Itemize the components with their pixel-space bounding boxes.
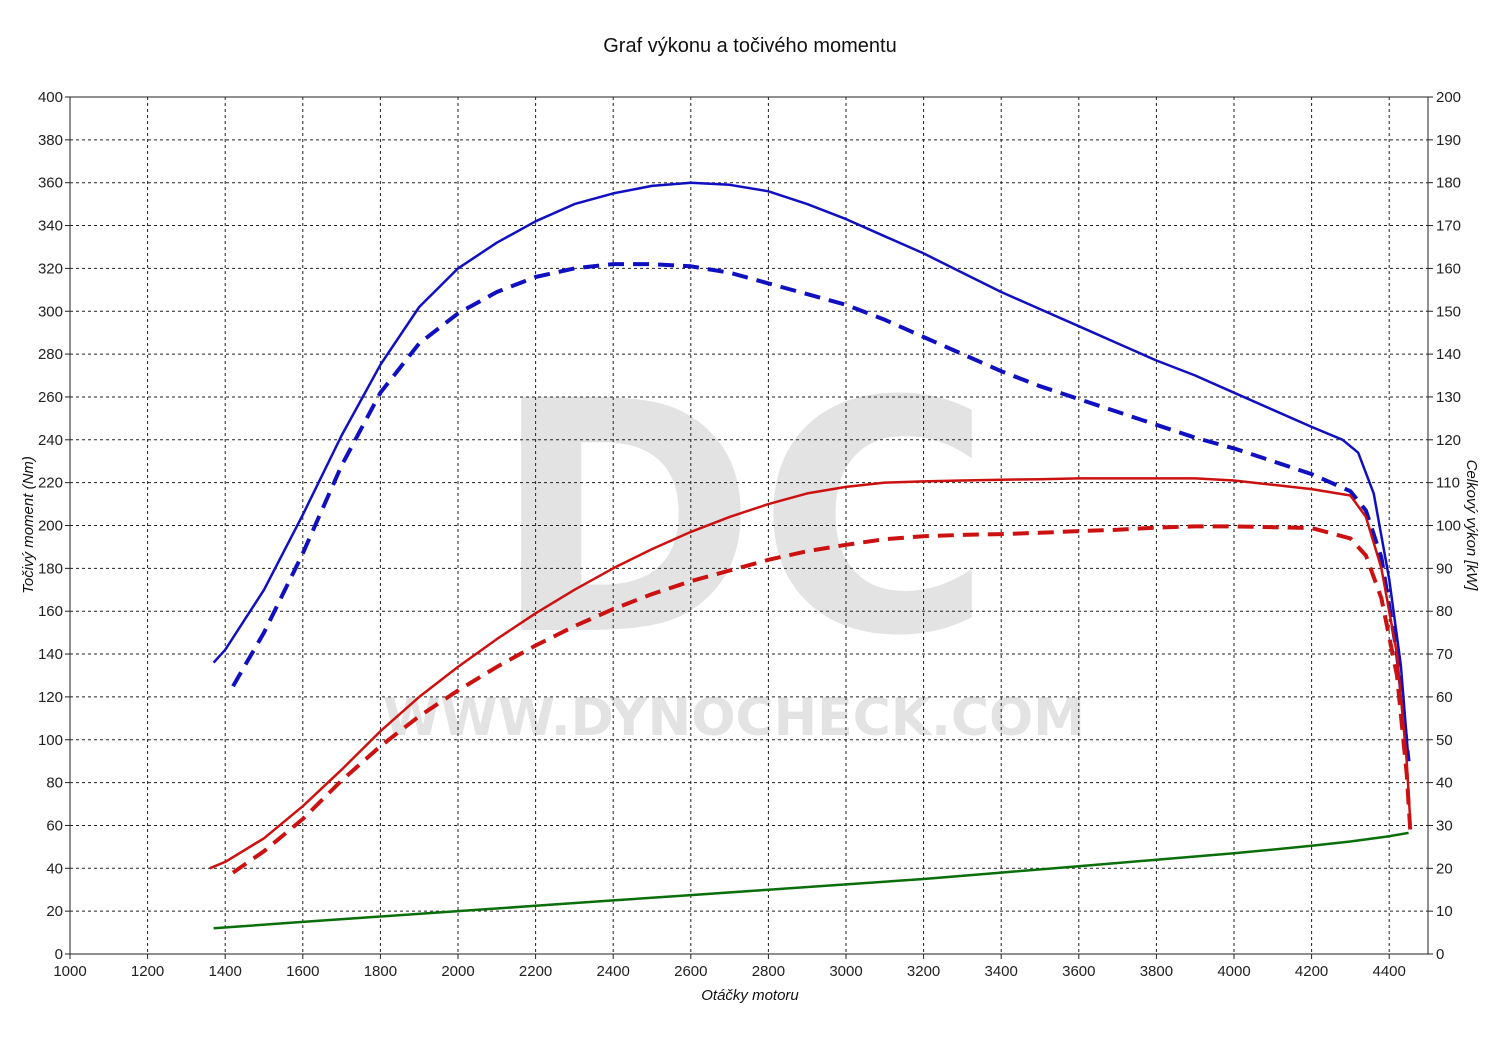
y-right-tick-label: 140 [1436, 346, 1461, 363]
series-layer [209, 181, 1413, 930]
y-axis-right-label: Celkový výkon [kW] [1463, 460, 1480, 592]
y-left-tick-label: 160 [38, 603, 63, 620]
y-right-tick-label: 150 [1436, 303, 1461, 320]
y-left-tick-label: 20 [46, 903, 63, 920]
y-right-tick-label: 60 [1436, 689, 1453, 706]
y-right-tick-label: 20 [1436, 860, 1453, 877]
y-left-tick-label: 100 [38, 732, 63, 749]
x-tick-label: 4400 [1373, 963, 1406, 980]
y-left-tick-label: 260 [38, 389, 63, 406]
series-line-3-dashed [231, 524, 1413, 875]
y-left-tick-label: 220 [38, 475, 63, 492]
watermark-url: WWW.DYNOCHECK.COM [383, 688, 1085, 748]
y-right-tick-label: 120 [1436, 432, 1461, 449]
y-left-tick-label: 0 [55, 946, 63, 963]
y-right-tick-label: 10 [1436, 903, 1453, 920]
y-left-tick-label: 180 [38, 560, 63, 577]
series-line-0-solid [212, 181, 1410, 762]
y-right-tick-label: 180 [1436, 175, 1461, 192]
chart-title: Graf výkonu a točivého momentu [603, 35, 896, 57]
y-right-tick-label: 90 [1436, 560, 1453, 577]
y-right-tick-label: 170 [1436, 218, 1461, 235]
x-tick-label: 4200 [1295, 963, 1328, 980]
x-tick-label: 2600 [674, 963, 707, 980]
y-right-tick-label: 30 [1436, 817, 1453, 834]
y-left-tick-label: 300 [38, 303, 63, 320]
y-right-tick-label: 100 [1436, 518, 1461, 535]
watermark-letters: DC [492, 334, 992, 706]
y-left-tick-label: 320 [38, 260, 63, 277]
y-right-tick-label: 110 [1436, 475, 1460, 492]
x-tick-label: 2200 [519, 963, 552, 980]
grid [70, 97, 1428, 954]
x-tick-label: 2000 [441, 963, 474, 980]
y-right-tick-label: 70 [1436, 646, 1453, 663]
y-left-tick-label: 140 [38, 646, 63, 663]
x-tick-label: 3200 [907, 963, 940, 980]
y-right-tick-label: 80 [1436, 603, 1453, 620]
y-right-tick-label: 190 [1436, 132, 1461, 149]
x-tick-label: 3600 [1062, 963, 1095, 980]
x-tick-label: 1400 [209, 963, 242, 980]
y-right-tick-label: 200 [1436, 89, 1461, 106]
y-left-tick-label: 80 [46, 775, 63, 792]
y-right-tick-label: 50 [1436, 732, 1453, 749]
y-left-tick-label: 120 [38, 689, 63, 706]
y-left-tick-label: 280 [38, 346, 63, 363]
watermark: DC WWW.DYNOCHECK.COM [383, 334, 1085, 748]
y-left-tick-label: 240 [38, 432, 63, 449]
series-line-1-dashed [231, 262, 1411, 762]
y-right-tick-label: 160 [1436, 260, 1461, 277]
x-tick-label: 1800 [364, 963, 397, 980]
x-tick-label: 2400 [597, 963, 630, 980]
series-line-4-solid [213, 831, 1409, 930]
y-left-tick-label: 360 [38, 175, 63, 192]
y-left-tick-label: 400 [38, 89, 63, 106]
x-tick-label: 1000 [53, 963, 86, 980]
x-tick-label: 1600 [286, 963, 319, 980]
series-line-2-solid [209, 477, 1412, 870]
y-left-tick-label: 200 [38, 518, 63, 535]
x-tick-label: 3800 [1140, 963, 1173, 980]
y-axis-left-label: Točivý moment (Nm) [20, 456, 37, 594]
y-left-tick-label: 60 [46, 817, 63, 834]
y-left-tick-label: 40 [46, 860, 63, 877]
x-axis-label: Otáčky motoru [701, 987, 799, 1004]
y-left-tick-label: 380 [38, 132, 63, 149]
axis-ticks: 1000 1200 1400 1600 1800 2000 2200 2400 2600 2800… [38, 89, 1461, 980]
x-tick-label: 4000 [1217, 963, 1250, 980]
x-tick-label: 2800 [752, 963, 785, 980]
x-tick-label: 3000 [829, 963, 862, 980]
x-tick-label: 1200 [131, 963, 164, 980]
y-right-tick-label: 0 [1436, 946, 1444, 963]
y-right-tick-label: 130 [1436, 389, 1461, 406]
x-tick-label: 3400 [985, 963, 1018, 980]
y-right-tick-label: 40 [1436, 775, 1453, 792]
y-left-tick-label: 340 [38, 218, 63, 235]
